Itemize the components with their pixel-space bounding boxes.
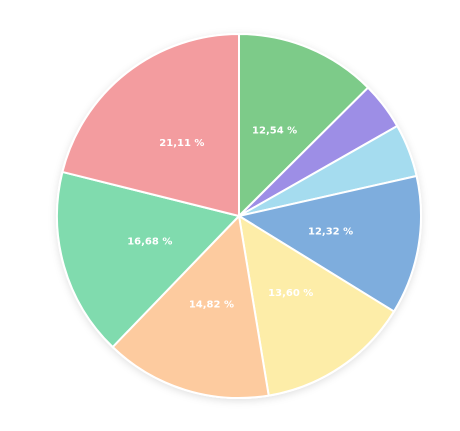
pie: 12,54 % 12,32 % 13,60 % 14,82 % 16,68 % 21,11…: [56, 32, 422, 399]
pie-slice: [56, 170, 241, 349]
pie-slice: [238, 32, 370, 219]
data-label: 12,54 %: [252, 125, 297, 136]
pie-slice: [237, 213, 396, 397]
data-label: 14,82 %: [189, 300, 234, 311]
pie-slice: [61, 32, 240, 218]
data-label: 13,60 %: [268, 288, 313, 299]
data-label: 12,32 %: [308, 226, 353, 237]
data-label: 21,11 %: [159, 138, 204, 149]
data-label: 16,68 %: [127, 237, 172, 248]
pie-slice: [111, 213, 270, 399]
pie-slice: [236, 174, 422, 313]
